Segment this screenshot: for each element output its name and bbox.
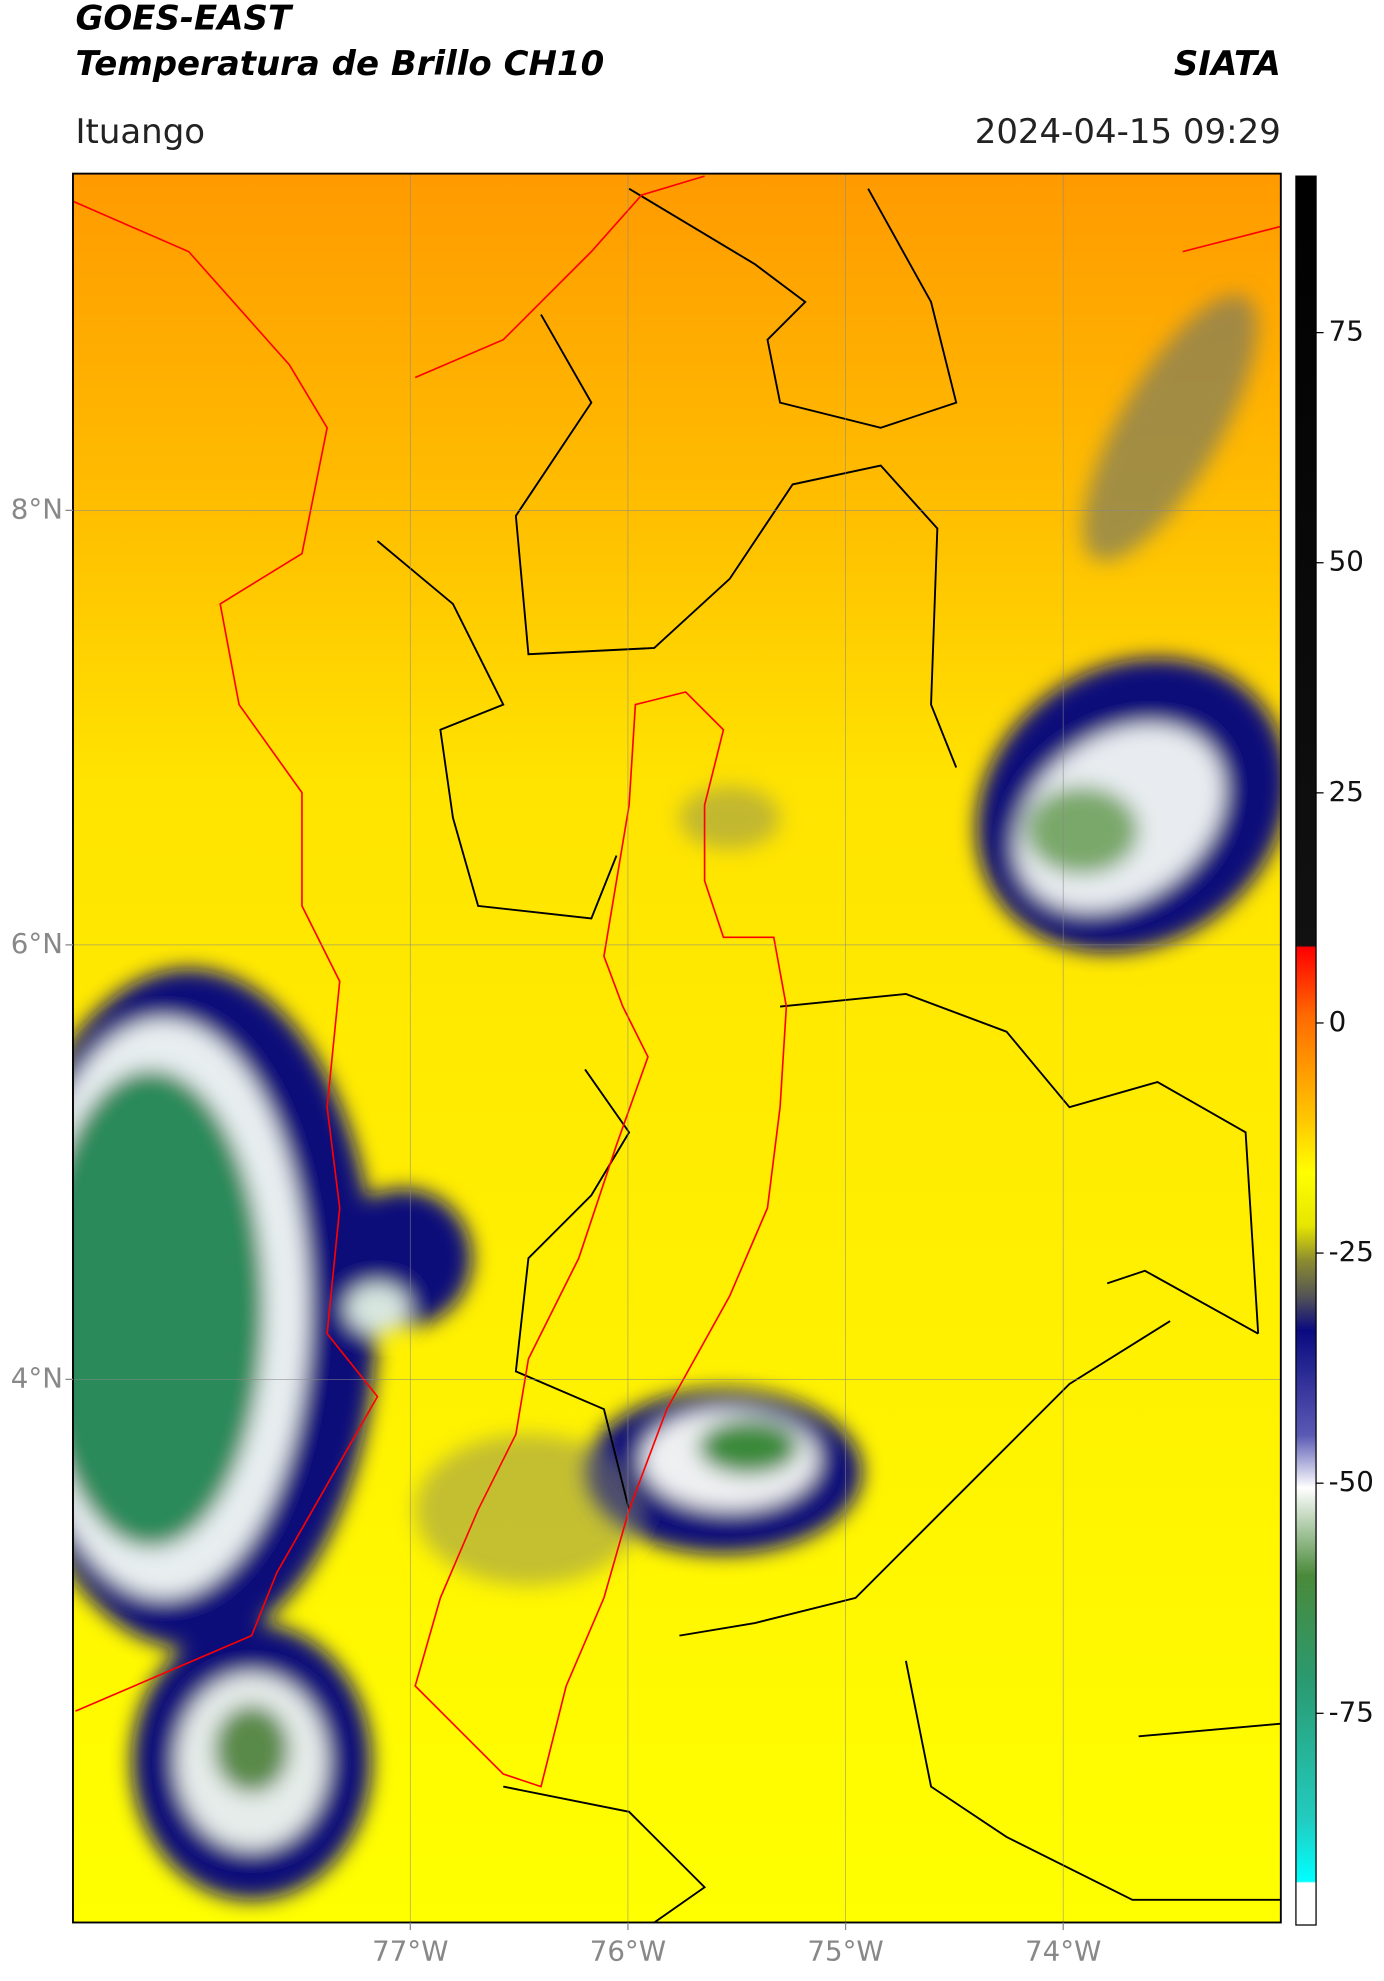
map — [72, 173, 1281, 1923]
graticule — [72, 173, 1281, 1923]
lat-tick-label: 6°N — [11, 927, 63, 960]
lon-tick-label: 74°W — [1025, 1935, 1101, 1968]
lon-tick-label: 76°W — [590, 1935, 666, 1968]
brand: SIATA — [1174, 44, 1281, 84]
colorbar-tick-label: -25 — [1329, 1235, 1374, 1268]
coastline-and-basin — [72, 175, 1281, 1788]
lon-tick-label: 75°W — [807, 1935, 883, 1968]
lat-tick-label: 8°N — [11, 492, 63, 525]
datetime: 2024-04-15 09:29 — [975, 112, 1281, 152]
lat-tick-label: 4°N — [11, 1361, 63, 1394]
colorbar-tick-label: 50 — [1329, 545, 1364, 578]
ticks: 8°N 6°N 4°N 77°W 76°W 75°W 74°W 75 50 25 0 -25 -50 -7… — [11, 315, 1374, 1968]
title: GOES-EAST — [75, 0, 293, 39]
colorbar-tick-label: -75 — [1329, 1695, 1374, 1728]
subtitle: Temperatura de Brillo CH10 — [75, 44, 604, 84]
colorbar — [1295, 175, 1317, 1926]
colorbar-tick-label: 25 — [1329, 775, 1364, 808]
borders — [376, 187, 1281, 1923]
cloud-fields — [72, 294, 1281, 1900]
location: Ituango — [75, 112, 205, 152]
colorbar-tick-label: 0 — [1329, 1005, 1347, 1038]
map-frame — [72, 172, 1282, 1924]
colorbar-tick-label: 75 — [1329, 315, 1364, 348]
lon-tick-label: 77°W — [372, 1935, 448, 1968]
colorbar-tick-label: -50 — [1329, 1465, 1374, 1498]
